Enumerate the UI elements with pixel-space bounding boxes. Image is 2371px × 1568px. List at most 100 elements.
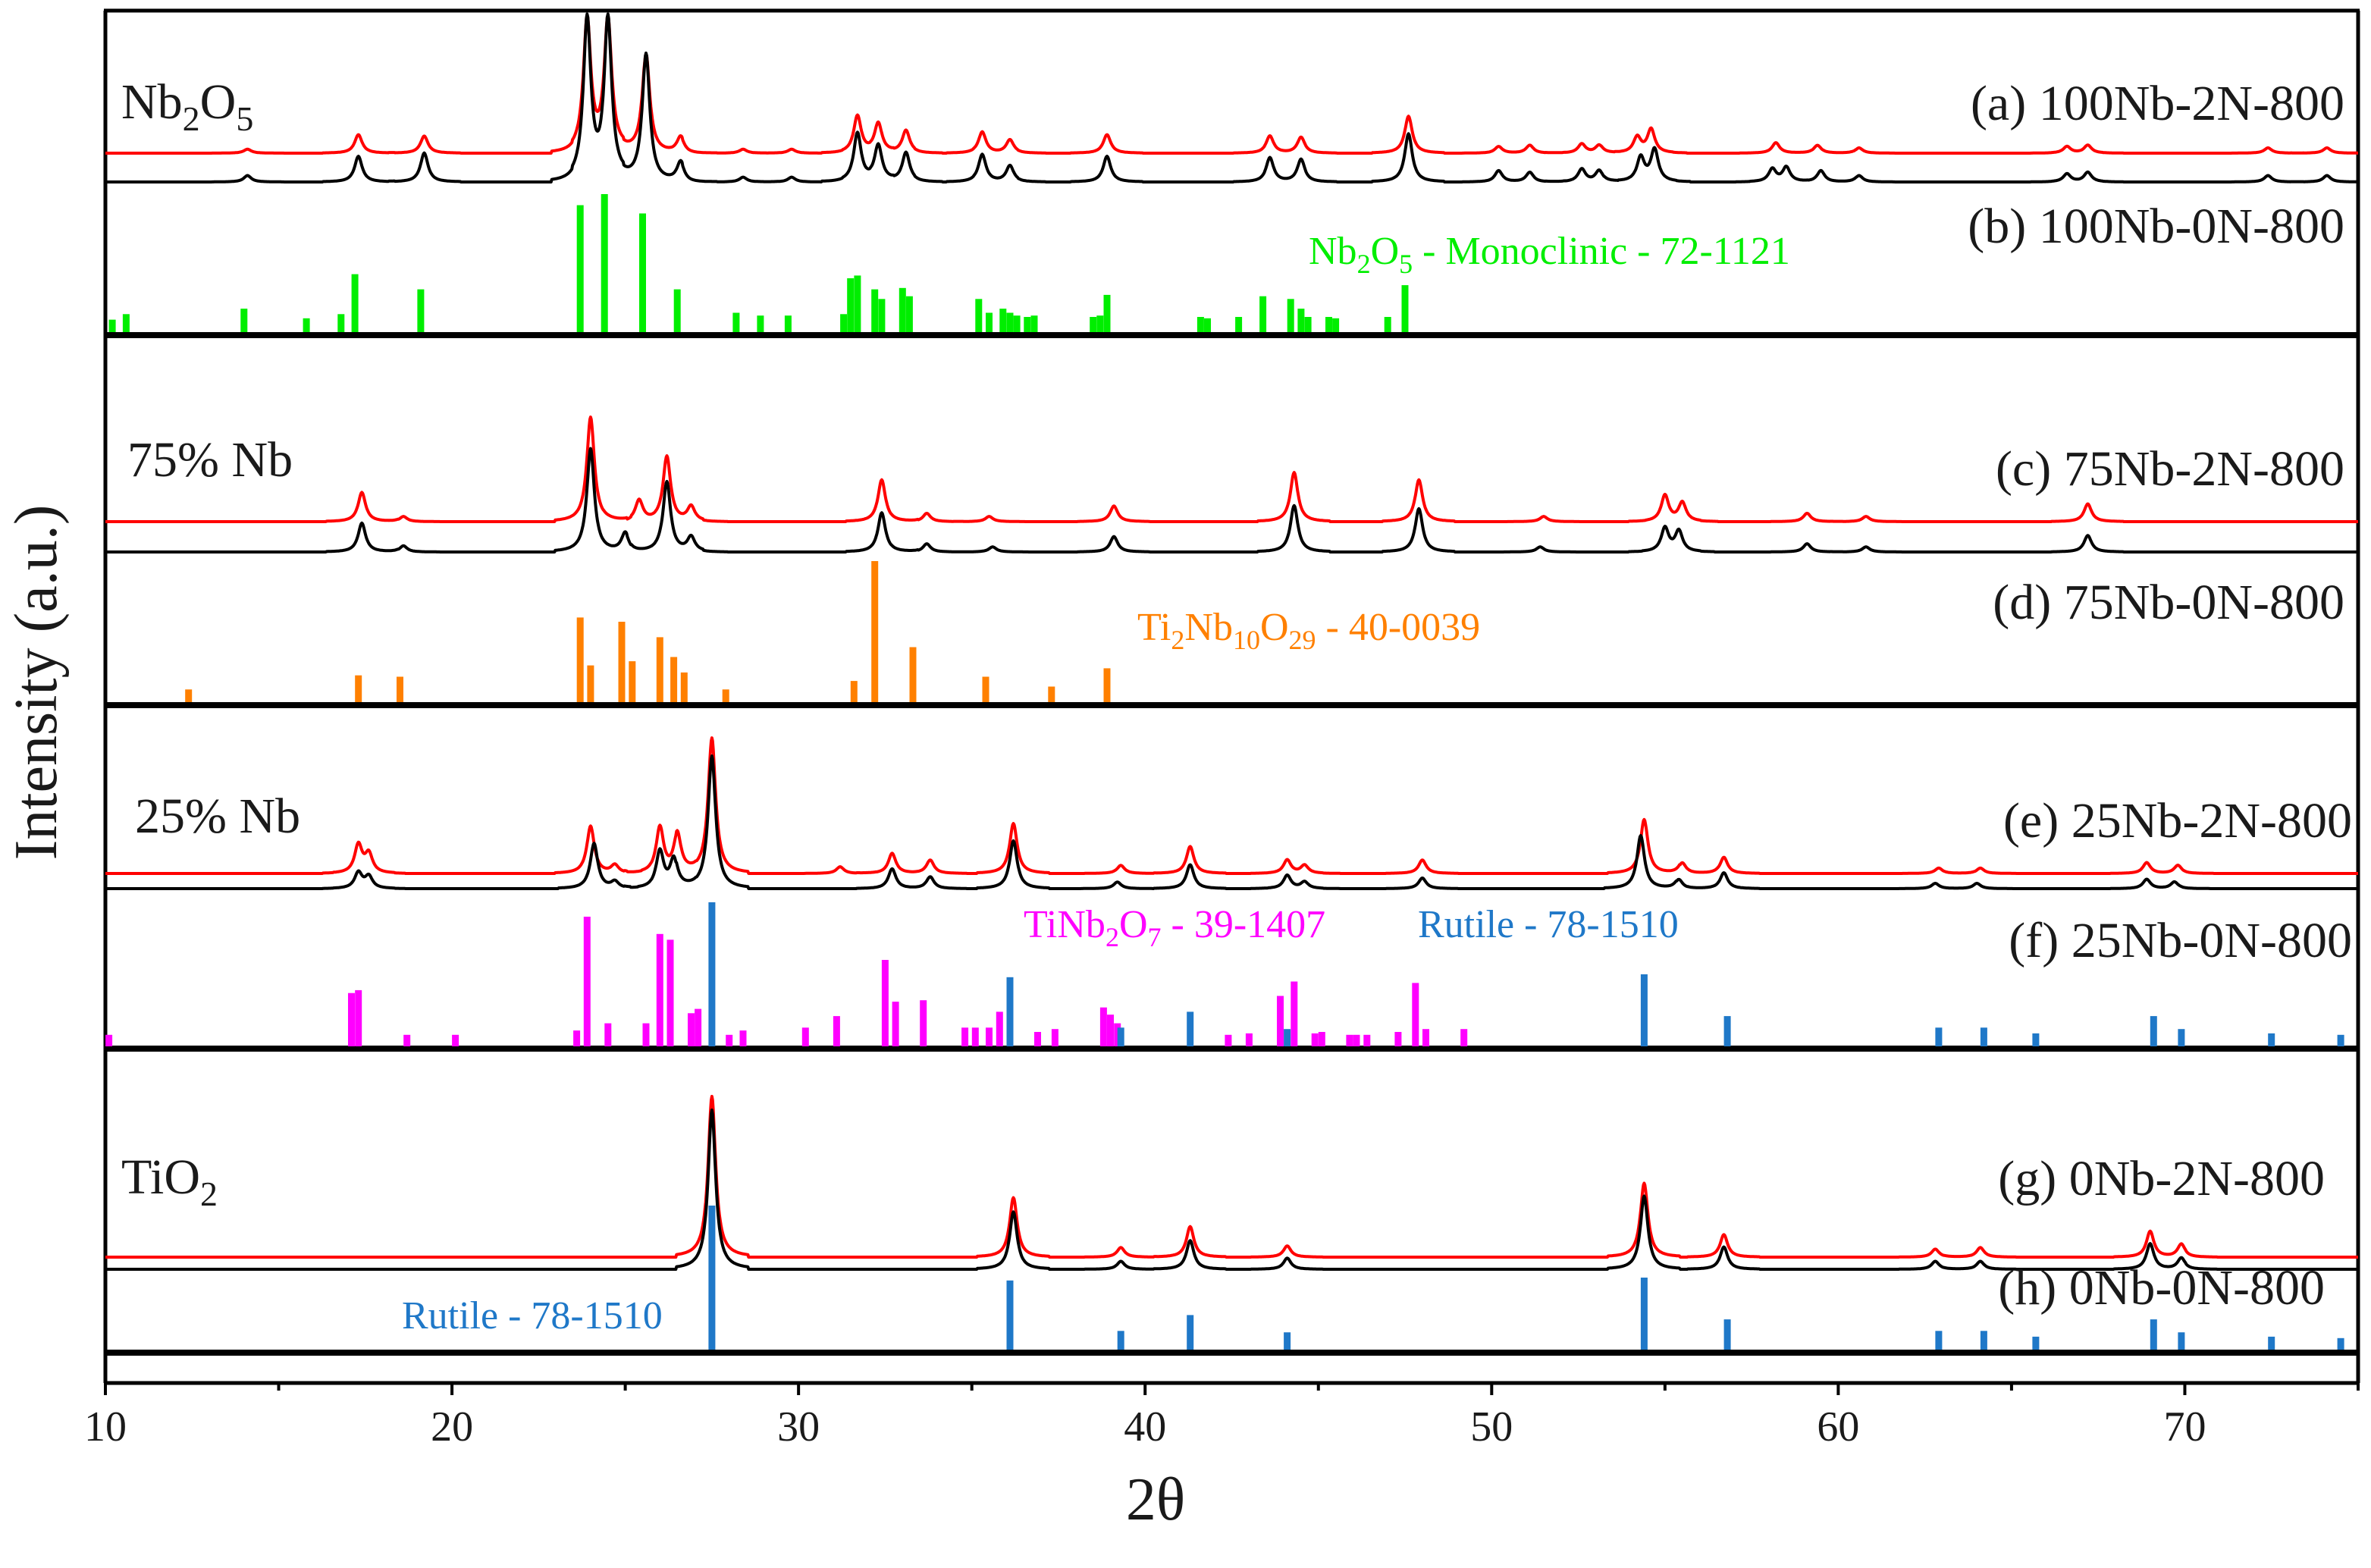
ref-line-nb25-0-0	[105, 1034, 113, 1046]
ref-line-nb2o5-0-14	[840, 314, 848, 332]
ref-line-tio2-0-13	[2337, 1338, 2344, 1350]
ref-line-nb2o5-0-38	[1325, 317, 1332, 332]
ref-line-nb25-1-7	[1935, 1027, 1943, 1046]
x-axis-ticks: 10 20 30 40 50 60 70	[84, 1383, 2360, 1450]
ref-line-nb2o5-0-12	[757, 315, 764, 332]
ref-line-nb75-0-7	[656, 637, 663, 702]
ref-line-nb2o5-0-8	[601, 194, 608, 332]
ref-line-nb25-1-2	[1117, 1027, 1124, 1046]
ref-line-nb25-0-16	[833, 1016, 840, 1046]
ref-line-nb75-0-10	[722, 689, 729, 702]
ref-label-nb2o5: Nb2O5 - Monoclinic - 72-1121	[1309, 230, 1790, 279]
ref-line-nb25-0-41	[1460, 1029, 1468, 1046]
ref-line-nb75-0-9	[680, 672, 688, 702]
ref-line-nb2o5-0-9	[639, 213, 646, 332]
ref-line-tio2-0-8	[1980, 1331, 1987, 1350]
ref-line-nb25-0-22	[986, 1027, 993, 1046]
curve-nb25-0N	[104, 754, 2360, 890]
sample-label-a: (a) 100Nb-2N-800	[1971, 76, 2344, 131]
ref-line-nb25-1-4	[1284, 1029, 1291, 1046]
x-tick-label-60: 60	[1817, 1403, 1859, 1450]
ref-line-nb25-0-18	[892, 1002, 899, 1046]
x-tick-label-30: 30	[777, 1403, 820, 1450]
ref-line-nb75-0-3	[576, 617, 584, 702]
curve-tio2-0N	[104, 1109, 2360, 1271]
ref-line-nb2o5-0-18	[878, 299, 886, 332]
ref-line-nb25-0-37	[1363, 1034, 1371, 1046]
ref-line-nb2o5-0-33	[1235, 317, 1243, 332]
ref-line-nb25-1-0	[708, 902, 716, 1046]
ref-line-tio2-0-0	[708, 1206, 716, 1350]
ref-line-nb2o5-0-35	[1287, 299, 1294, 332]
ref-line-nb25-0-29	[1225, 1034, 1232, 1046]
ref-line-nb25-0-23	[996, 1011, 1003, 1046]
ref-line-nb2o5-0-27	[1030, 315, 1038, 332]
ref-line-nb25-0-15	[801, 1027, 809, 1046]
ref-line-nb25-1-5	[1640, 974, 1648, 1046]
ref-line-nb2o5-0-39	[1332, 318, 1340, 332]
ref-line-nb75-0-2	[397, 676, 403, 702]
sample-label-b: (b) 100Nb-0N-800	[1968, 199, 2344, 254]
ref-line-nb75-0-1	[355, 675, 362, 702]
ref-line-nb25-0-21	[971, 1027, 979, 1046]
diffraction-curves	[104, 12, 2360, 1271]
ref-line-nb25-0-5	[573, 1030, 581, 1046]
ref-line-nb2o5-0-13	[784, 315, 792, 332]
ref-line-nb2o5-0-17	[871, 289, 879, 332]
ref-line-tio2-0-7	[1935, 1331, 1943, 1350]
ref-line-nb25-0-12	[695, 1008, 702, 1046]
ref-line-nb25-0-1	[348, 993, 355, 1046]
curve-nb25-2N	[104, 736, 2360, 875]
panel-frame	[103, 8, 2360, 1385]
ref-line-tio2-0-3	[1187, 1315, 1194, 1350]
panel-label-nb2o5: Nb2O5	[121, 74, 253, 138]
ref-line-nb2o5-0-15	[847, 278, 855, 332]
sample-label-h: (h) 0Nb-0N-800	[1998, 1260, 2325, 1316]
ref-line-nb75-0-5	[618, 622, 626, 702]
ref-line-nb2o5-0-31	[1196, 317, 1204, 332]
ref-line-nb2o5-0-23	[999, 309, 1007, 332]
ref-line-tio2-0-11	[2178, 1332, 2185, 1350]
ref-line-nb25-0-6	[583, 917, 591, 1046]
ref-line-nb2o5-0-0	[108, 319, 116, 332]
ref-line-nb25-0-35	[1346, 1034, 1353, 1046]
sample-label-e: (e) 25Nb-2N-800	[2003, 793, 2352, 848]
ref-line-nb2o5-0-4	[337, 314, 345, 332]
ref-line-tio2-0-12	[2268, 1336, 2275, 1350]
ref-line-nb2o5-0-3	[303, 318, 310, 332]
x-tick-label-70: 70	[2163, 1403, 2206, 1450]
ref-line-nb2o5-0-7	[576, 205, 584, 332]
ref-line-tio2-0-5	[1640, 1278, 1648, 1350]
sample-label-d: (d) 75Nb-0N-800	[1993, 575, 2344, 630]
ref-line-nb75-0-4	[587, 665, 594, 702]
ref-line-nb25-1-9	[2032, 1033, 2040, 1046]
ref-line-nb2o5-0-2	[240, 309, 248, 332]
ref-line-nb25-0-34	[1318, 1032, 1325, 1046]
curve-nb75-2N	[104, 416, 2360, 523]
ref-line-nb25-0-13	[726, 1034, 733, 1046]
ref-line-nb75-0-0	[185, 689, 193, 702]
ref-line-nb25-0-8	[642, 1023, 650, 1046]
ref-line-nb25-0-31	[1277, 996, 1284, 1046]
ref-line-tio2-0-2	[1117, 1331, 1124, 1350]
curve-nb2o5-2N	[104, 14, 2360, 155]
sample-label-g: (g) 0Nb-2N-800	[1998, 1151, 2325, 1206]
ref-line-nb25-0-24	[1034, 1032, 1041, 1046]
ref-line-nb2o5-0-10	[673, 289, 681, 332]
ref-line-nb25-0-10	[666, 939, 674, 1046]
ref-line-nb25-0-39	[1412, 983, 1419, 1046]
ref-line-nb2o5-0-29	[1096, 315, 1104, 332]
y-axis-label: Intensity (a.u.)	[3, 505, 70, 861]
ref-line-nb25-0-17	[881, 960, 889, 1046]
curve-tio2-2N	[104, 1095, 2360, 1259]
ref-line-nb25-0-11	[688, 1013, 695, 1046]
ref-line-nb2o5-0-32	[1204, 318, 1211, 332]
ref-line-tio2-0-4	[1284, 1332, 1291, 1350]
x-tick-label-50: 50	[1470, 1403, 1513, 1450]
ref-line-nb2o5-0-24	[1006, 312, 1014, 332]
ref-label-rutile-25nb: Rutile - 78-1510	[1418, 903, 1679, 946]
ref-line-nb2o5-0-41	[1401, 285, 1409, 332]
ref-line-tio2-0-10	[2150, 1319, 2157, 1350]
reference-patterns	[105, 194, 2344, 1350]
ref-line-nb75-0-15	[1048, 686, 1055, 702]
